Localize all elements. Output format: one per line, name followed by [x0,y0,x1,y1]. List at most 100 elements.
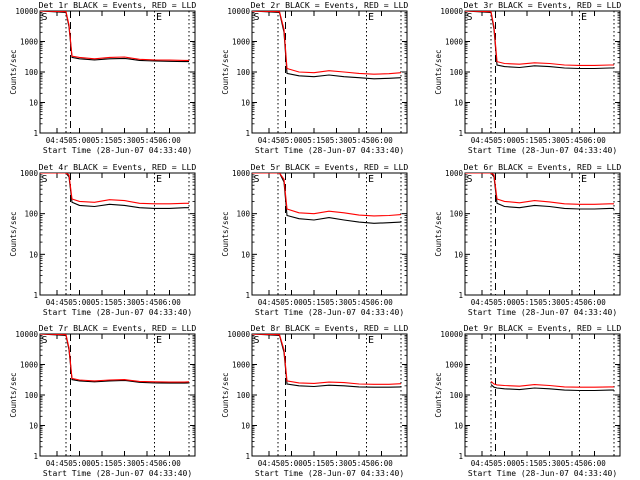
plot-frame [39,10,196,134]
x-tick-label: 04:45 [471,459,494,468]
y-axis-label: Counts/sec [9,49,18,94]
series-line-lld [40,334,190,383]
x-tick-label: 06:00 [158,459,181,468]
marker-e-label: E [156,335,162,346]
x-tick-label: 05:00 [280,136,303,145]
series-line-lld [252,334,402,385]
x-tick-label: 05:15 [516,298,539,307]
x-tick-label: 05:00 [280,298,303,307]
x-tick-label: 05:30 [113,298,136,307]
x-tick-label: 06:00 [583,459,606,468]
chart-panel-6: Det 6r BLACK = Events, RED = LLD 1 10 100 10… [434,162,621,317]
y-axis-label: Counts/sec [9,372,18,417]
x-tick-label: 05:45 [136,298,159,307]
x-tick-label: 05:45 [348,136,371,145]
y-tick-label: 10 [29,250,39,259]
x-tick-label: 05:30 [325,459,348,468]
y-tick-label: 1 [245,452,250,461]
x-tick-label: 05:15 [91,298,114,307]
chart-title: Det 1r BLACK = Events, RED = LLD [39,0,197,10]
x-tick-label: 04:45 [258,459,281,468]
y-tick-label: 100 [24,391,38,400]
x-axis-label: Start Time (28-Jun-07 04:33:40) [255,469,404,478]
x-tick-label: 05:15 [303,136,326,145]
x-tick-label: 04:45 [258,136,281,145]
chart-title: Det 4r BLACK = Events, RED = LLD [39,162,197,172]
x-axis-label: Start Time (28-Jun-07 04:33:40) [468,146,617,155]
x-tick-label: 05:45 [348,298,371,307]
series-line-events [252,11,402,80]
series-line-events [40,334,190,384]
y-tick-label: 1 [33,452,38,461]
x-tick-label: 05:30 [325,136,348,145]
x-tick-label: 05:00 [68,298,91,307]
plot-frame [464,10,621,134]
series-line-events [490,384,614,392]
x-tick-label: 04:45 [471,298,494,307]
y-tick-label: 10 [241,99,251,108]
y-tick-label: 100 [449,68,463,77]
y-axis-label: Counts/sec [434,372,443,417]
chart-title: Det 9r BLACK = Events, RED = LLD [464,323,622,333]
x-tick-label: 05:30 [325,298,348,307]
x-tick-label: 05:15 [91,459,114,468]
x-tick-label: 04:45 [46,459,69,468]
x-tick-label: 05:45 [561,459,584,468]
plot-frame [464,172,621,296]
marker-s-label: S [42,174,48,185]
series-line-lld [252,173,402,217]
y-axis-label: Counts/sec [221,372,230,417]
chart-title: Det 5r BLACK = Events, RED = LLD [251,162,409,172]
x-tick-label: 05:00 [68,136,91,145]
x-tick-label: 05:15 [303,298,326,307]
y-tick-label: 10000 [440,7,463,16]
series-line-lld [490,380,614,388]
marker-e-label: E [156,12,162,23]
x-tick-label: 06:00 [158,298,181,307]
marker-s-label: S [254,12,260,23]
y-tick-label: 1 [458,452,463,461]
y-tick-label: 100 [236,210,250,219]
x-axis-label: Start Time (28-Jun-07 04:33:40) [255,146,404,155]
y-tick-label: 1000 [445,169,464,178]
marker-e-label: E [156,174,162,185]
x-axis-label: Start Time (28-Jun-07 04:33:40) [468,308,617,317]
y-tick-label: 1 [458,291,463,300]
x-tick-label: 05:30 [538,298,561,307]
x-tick-label: 05:30 [113,136,136,145]
y-tick-label: 10 [454,250,464,259]
y-tick-label: 100 [236,391,250,400]
plot-frame [39,333,196,457]
y-tick-label: 10000 [227,7,250,16]
x-tick-label: 05:45 [136,459,159,468]
x-tick-label: 05:15 [516,459,539,468]
y-tick-label: 10 [29,99,39,108]
y-axis-label: Counts/sec [9,211,18,256]
y-tick-label: 100 [449,391,463,400]
plot-frame [464,333,621,457]
plot-frame [251,172,408,296]
y-tick-label: 1000 [20,361,39,370]
series-line-lld [465,173,614,205]
x-tick-label: 06:00 [583,298,606,307]
y-tick-label: 1000 [232,38,251,47]
x-tick-label: 06:00 [370,459,393,468]
marker-s-label: S [42,335,48,346]
x-tick-label: 05:45 [136,136,159,145]
y-tick-label: 1 [458,129,463,138]
chart-panel-5: Det 5r BLACK = Events, RED = LLD 1 10 100 10… [221,162,408,317]
x-tick-label: 05:45 [348,459,371,468]
chart-title: Det 2r BLACK = Events, RED = LLD [251,0,409,10]
marker-e-label: E [368,12,374,23]
x-tick-label: 04:45 [258,298,281,307]
chart-panel-9: Det 9r BLACK = Events, RED = LLD 1 10 100 10… [434,323,621,478]
marker-s-label: S [467,12,473,23]
chart-title: Det 3r BLACK = Events, RED = LLD [464,0,622,10]
marker-e-label: E [368,174,374,185]
chart-title: Det 8r BLACK = Events, RED = LLD [251,323,409,333]
y-tick-label: 100 [449,210,463,219]
chart-title: Det 6r BLACK = Events, RED = LLD [464,162,622,172]
y-tick-label: 10 [454,99,464,108]
series-line-events [40,11,189,63]
